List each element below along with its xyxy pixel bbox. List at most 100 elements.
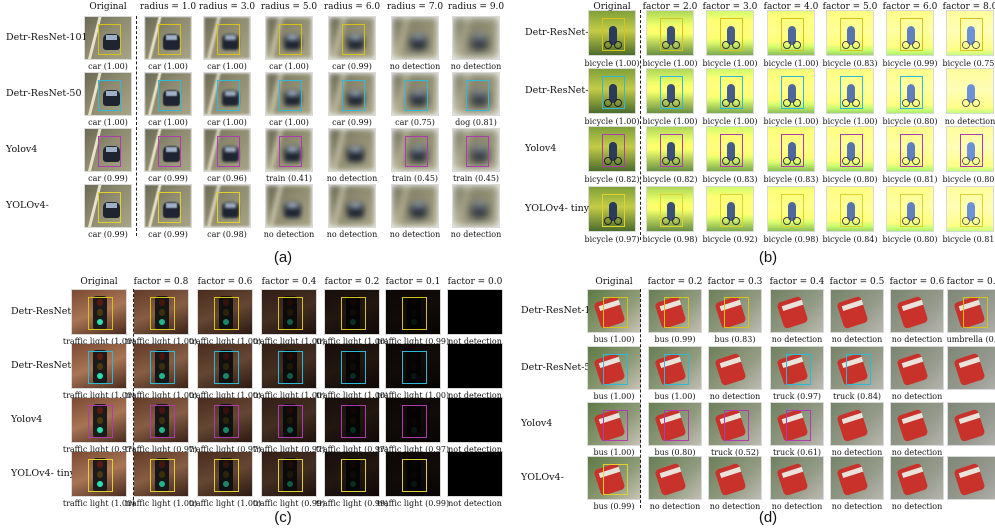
thumbnail-image xyxy=(647,187,693,231)
result-thumbnail xyxy=(133,343,189,389)
thumbnail-image xyxy=(827,187,873,231)
result-thumbnail xyxy=(84,72,132,116)
traffic-light-lamp xyxy=(158,362,166,370)
bus-body xyxy=(776,295,809,330)
model-label: YOLOv4- tiny xyxy=(525,203,590,214)
column-header: factor = 0.0 xyxy=(447,277,503,287)
original-separator-line xyxy=(133,289,134,505)
traffic-light-lamp xyxy=(96,362,104,370)
bicycle-wheel xyxy=(604,217,613,226)
detection-box xyxy=(602,18,625,51)
thumbnail-image xyxy=(948,457,995,499)
car-windshield xyxy=(349,203,362,208)
detection-caption: not detection xyxy=(448,445,502,454)
traffic-light-lamp xyxy=(349,470,357,478)
traffic-light-lamp xyxy=(410,470,418,478)
detection-caption: traffic light (0.97) xyxy=(315,445,389,454)
car-windshield xyxy=(286,35,299,40)
person-shape xyxy=(727,141,735,162)
detection-box xyxy=(405,136,428,167)
bicycle-wheel xyxy=(971,217,980,226)
bicycle-wheel xyxy=(722,41,731,50)
result-thumbnail xyxy=(447,451,503,497)
panel-label: (b) xyxy=(758,249,778,266)
model-label: Yolov4 xyxy=(521,418,553,429)
detection-caption: truck (0.84) xyxy=(832,392,882,401)
thumbnail-image xyxy=(145,73,191,115)
result-thumbnail xyxy=(886,126,934,172)
result-thumbnail xyxy=(826,186,874,232)
thumbnail-image xyxy=(145,17,191,59)
bus-body xyxy=(836,408,869,443)
detection-caption: car (0.99) xyxy=(148,230,188,239)
detection-caption: no detection xyxy=(389,62,441,71)
bicycle-wheel xyxy=(962,41,971,50)
thumbnail-image xyxy=(768,11,814,55)
result-thumbnail xyxy=(84,184,132,228)
detection-caption: bicycle (0.82) xyxy=(584,175,640,184)
thumbnail-image xyxy=(453,17,499,59)
result-thumbnail xyxy=(133,289,189,335)
thumbnail-image xyxy=(266,73,312,115)
thumbnail-image xyxy=(649,290,701,332)
detection-box xyxy=(781,18,804,51)
detection-caption: no detection xyxy=(450,62,502,71)
bus-body xyxy=(836,295,869,330)
result-thumbnail xyxy=(706,126,754,172)
traffic-light-lamp xyxy=(158,407,166,414)
result-thumbnail xyxy=(767,68,815,114)
traffic-light-lamp xyxy=(286,461,294,468)
thumbnail-image xyxy=(589,69,635,113)
detection-caption: no detection xyxy=(709,392,761,401)
thumbnail-image xyxy=(198,452,252,496)
traffic-light-lamp xyxy=(222,318,230,326)
thumbnail-image xyxy=(448,290,502,334)
traffic-light-lamp xyxy=(410,416,418,424)
traffic-light-lamp xyxy=(349,416,357,424)
original-separator-line xyxy=(640,289,641,508)
bicycle-wheel xyxy=(851,99,860,108)
thumbnail-image xyxy=(891,347,943,389)
detection-box xyxy=(98,24,121,55)
traffic-light-lamp xyxy=(96,299,104,306)
detection-caption: no detection xyxy=(831,335,883,344)
bus-body xyxy=(896,462,929,497)
traffic-light-lamp xyxy=(96,416,104,424)
person-shape xyxy=(788,201,796,222)
detection-box xyxy=(401,405,428,438)
bicycle-wheel xyxy=(613,41,622,50)
traffic-light-lamp xyxy=(472,362,480,370)
person-shape xyxy=(907,201,915,222)
detection-caption: car (1.00) xyxy=(88,62,128,71)
detection-caption: bicycle (0.80) xyxy=(822,175,878,184)
thumbnail-image xyxy=(266,17,312,59)
bicycle-wheel xyxy=(662,99,671,108)
result-thumbnail xyxy=(385,451,441,497)
car-windshield xyxy=(224,203,237,208)
panel-label: (c) xyxy=(274,509,292,526)
detection-caption: traffic light (1.00) xyxy=(315,337,389,346)
column-header: radius = 3.0 xyxy=(198,2,256,12)
result-thumbnail xyxy=(587,456,641,500)
traffic-light-lamp xyxy=(222,407,230,414)
bicycle-wheel xyxy=(902,217,911,226)
detection-box xyxy=(466,136,489,167)
detection-caption: train (0.45) xyxy=(452,174,500,183)
traffic-light-lamp xyxy=(286,299,294,306)
model-label: YOLOv4- xyxy=(521,472,564,483)
detection-box xyxy=(98,192,121,223)
result-thumbnail xyxy=(324,397,380,443)
person-shape xyxy=(727,83,735,104)
bicycle-wheel xyxy=(842,217,851,226)
traffic-light-lamp xyxy=(158,480,166,488)
person-shape xyxy=(967,83,975,104)
detection-box xyxy=(213,459,240,492)
result-thumbnail xyxy=(890,402,944,446)
result-thumbnail xyxy=(203,16,251,60)
panel-label: (a) xyxy=(273,249,293,266)
result-thumbnail xyxy=(886,186,934,232)
detection-caption: car (1.00) xyxy=(207,62,247,71)
result-thumbnail xyxy=(886,10,934,56)
bicycle-wheel xyxy=(962,217,971,226)
thumbnail-image xyxy=(947,127,993,171)
